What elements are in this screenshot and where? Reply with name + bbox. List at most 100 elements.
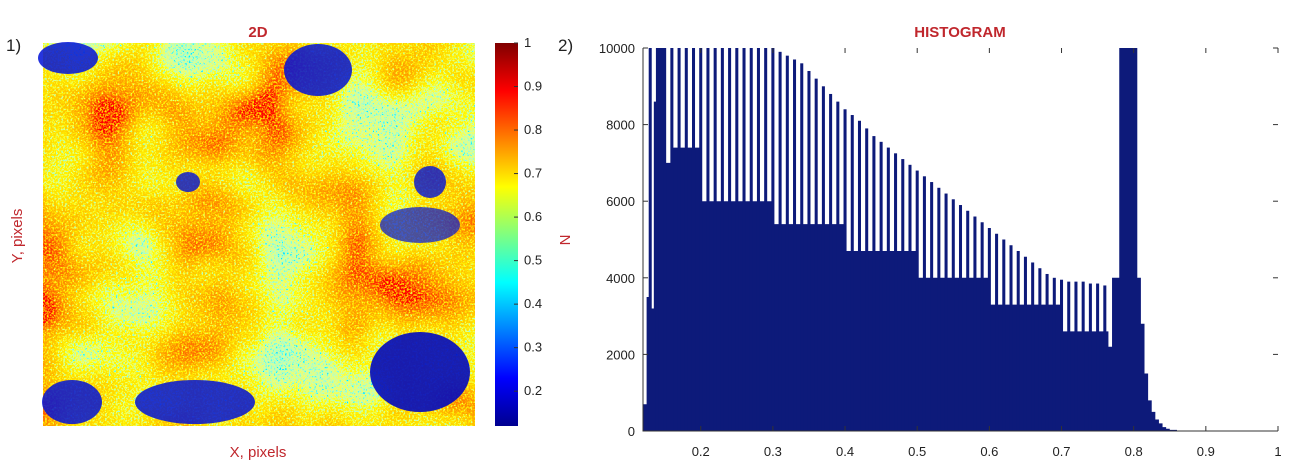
histogram-bar <box>850 115 854 431</box>
histogram-x-tick-label: 0.8 <box>1125 444 1143 459</box>
histogram-bar <box>663 48 667 431</box>
histogram-bar <box>872 136 876 431</box>
histogram-y-tick-label: 2000 <box>606 347 635 362</box>
histogram-bar <box>1060 279 1064 431</box>
histogram-bar <box>944 193 948 431</box>
histogram-bar <box>1052 277 1056 431</box>
colorbar-tick-label: 0.2 <box>524 383 542 398</box>
histogram-bar <box>843 109 847 431</box>
histogram-bar <box>778 51 782 431</box>
histogram-bar <box>995 233 999 431</box>
histogram-bar <box>655 48 659 431</box>
histogram-bar <box>1074 281 1078 431</box>
histogram-bar <box>915 170 919 431</box>
histogram-bar <box>699 48 703 431</box>
histogram-y-tick-label: 4000 <box>606 271 635 286</box>
histogram-bar <box>764 48 768 431</box>
histogram-bar <box>756 48 760 431</box>
histogram-bar <box>836 101 840 431</box>
histogram-x-tick-label: 0.6 <box>980 444 998 459</box>
histogram-bar <box>937 187 941 431</box>
histogram-bar <box>973 216 977 431</box>
histogram-bar <box>1016 250 1020 431</box>
panel-label-1: 1) <box>6 36 21 55</box>
colorbar-tick-label: 0.3 <box>524 340 542 355</box>
histogram-bar <box>886 147 890 431</box>
panel-label-2: 2) <box>558 36 573 55</box>
histogram-bar <box>894 153 898 431</box>
map-xlabel: X, pixels <box>230 444 287 461</box>
histogram-bar <box>1009 245 1013 431</box>
histogram-bar <box>980 222 984 431</box>
histogram-bar <box>930 182 934 431</box>
histogram-bar <box>677 48 681 431</box>
histogram-x-tick-label: 1 <box>1274 444 1281 459</box>
histogram-bar <box>742 48 746 431</box>
histogram-bar <box>865 128 869 431</box>
histogram-bar <box>1031 262 1035 431</box>
colorbar-ticks: 0.2 0.3 0.4 0.5 0.6 0.7 0.8 0.9 1 <box>514 35 542 398</box>
histogram-bar <box>951 199 955 431</box>
histogram-bar <box>958 205 963 431</box>
histogram-y-tick-label: 8000 <box>606 118 635 133</box>
histogram-bar <box>1103 285 1107 431</box>
histogram-bar <box>1045 273 1049 431</box>
map-title: 2D <box>248 24 267 41</box>
histogram-bar <box>1067 281 1071 431</box>
map-ylabel: Y, pixels <box>9 209 26 264</box>
histogram-bar <box>706 48 710 431</box>
histogram-bar <box>987 228 991 431</box>
histogram-x-tick-label: 0.4 <box>836 444 854 459</box>
colorbar-tick-label: 0.9 <box>524 79 542 94</box>
histogram-bar <box>691 48 696 431</box>
colorbar-tick-label: 0.4 <box>524 296 542 311</box>
histogram-bar <box>1088 283 1092 431</box>
histogram-bar <box>901 159 905 431</box>
histogram-bars <box>643 48 1188 431</box>
histogram-bar <box>922 176 926 431</box>
histogram-bar <box>807 70 811 431</box>
panel-2d-map: 1) 2D X, pixels Y, pixels 0.2 0.3 0.4 0.5 0.… <box>6 24 542 461</box>
heatmap-image <box>38 42 475 426</box>
histogram-bar <box>1081 281 1085 431</box>
colorbar-tick-label: 1 <box>524 35 531 50</box>
histogram-bar <box>879 141 883 431</box>
histogram-bar <box>814 78 818 431</box>
panel-histogram: 2) HISTOGRAM N 0 2000 4000 6000 8000 10000 0.… <box>557 24 1282 459</box>
histogram-bar <box>908 164 912 431</box>
histogram-title: HISTOGRAM <box>914 24 1005 41</box>
histogram-y-tick-label: 10000 <box>599 41 635 56</box>
histogram-x-tick-label: 0.2 <box>692 444 710 459</box>
histogram-x-ticks: 0.2 0.3 0.4 0.5 0.6 0.7 0.8 0.9 1 <box>692 48 1282 459</box>
histogram-bar <box>1023 256 1027 431</box>
histogram-y-ticks: 0 2000 4000 6000 8000 10000 <box>599 41 1278 439</box>
histogram-bar <box>771 48 775 431</box>
histogram-x-tick-label: 0.5 <box>908 444 926 459</box>
colorbar-tick-label: 0.8 <box>524 122 542 137</box>
histogram-bar <box>821 86 825 431</box>
colorbar-tick-label: 0.7 <box>524 166 542 181</box>
histogram-bar <box>966 210 970 431</box>
histogram-bar <box>720 48 724 431</box>
histogram-bar <box>749 48 753 431</box>
histogram-x-tick-label: 0.9 <box>1197 444 1215 459</box>
histogram-x-tick-label: 0.3 <box>764 444 782 459</box>
histogram-y-tick-label: 0 <box>628 424 635 439</box>
histogram-bar <box>1002 239 1006 431</box>
histogram-bar <box>800 63 804 431</box>
histogram-x-tick-label: 0.7 <box>1052 444 1070 459</box>
histogram-bar <box>648 48 652 431</box>
histogram-y-tick-label: 6000 <box>606 194 635 209</box>
histogram-bar <box>713 48 717 431</box>
histogram-bar <box>728 48 732 431</box>
histogram-bar <box>857 120 861 431</box>
colorbar-tick-label: 0.5 <box>524 253 542 268</box>
histogram-bar <box>735 48 739 431</box>
histogram-bar <box>1096 283 1100 431</box>
histogram-bar <box>684 48 688 431</box>
histogram-bar <box>670 48 674 431</box>
histogram-bar <box>829 93 833 431</box>
histogram-bar <box>1038 268 1042 431</box>
histogram-bar <box>793 59 797 431</box>
